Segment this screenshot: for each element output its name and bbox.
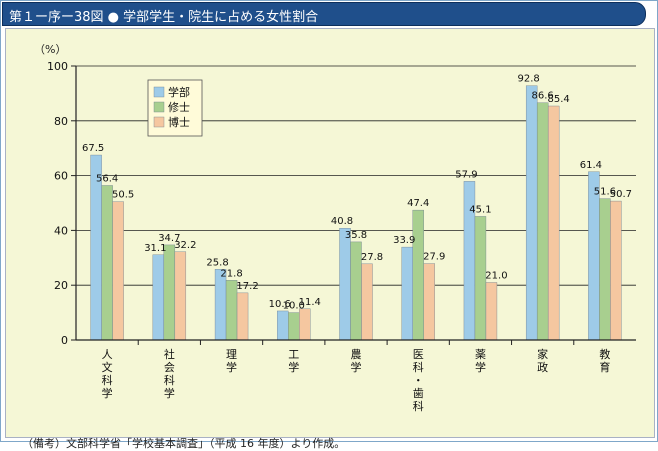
y-tick-label: 20 (54, 279, 68, 292)
category-label: 工学 (288, 348, 299, 374)
category-label: 家政 (537, 347, 548, 374)
y-tick-label: 80 (54, 115, 68, 128)
bar-博士-家政 (547, 105, 560, 341)
data-label: 35.8 (345, 230, 367, 241)
category-label: 農学 (351, 347, 362, 374)
bar-博士-教育 (610, 200, 622, 341)
bar-学部-社会科学 (152, 254, 165, 341)
legend-entry: 博士 (168, 116, 190, 129)
category-label: 社会科学 (164, 347, 175, 400)
y-axis-unit-label: （%） (34, 43, 66, 56)
data-label: 85.4 (548, 94, 570, 105)
data-label: 86.6 (532, 91, 554, 102)
data-label: 57.9 (455, 169, 477, 180)
data-label: 50.5 (112, 190, 134, 201)
category-label: 人文科学 (102, 348, 113, 400)
bar-博士-理学 (236, 292, 249, 341)
data-label: 47.4 (407, 198, 429, 209)
data-label: 21.8 (220, 268, 242, 279)
bar-学部-農学 (339, 228, 351, 341)
y-tick-label: 60 (54, 170, 68, 183)
bar-修士-薬学 (474, 216, 487, 341)
data-label: 40.8 (331, 216, 353, 227)
bar-学部-医科・歯科 (401, 246, 413, 341)
data-label: 56.4 (96, 173, 118, 184)
data-label: 31.1 (144, 243, 166, 254)
bar-学部-工学 (277, 310, 289, 341)
category-label: 教育 (599, 348, 610, 374)
figure-title: 第１ー序ー38図 ● 学部学生・院生に占める女性割合 (9, 10, 319, 25)
legend-swatch (153, 86, 165, 98)
data-label: 27.8 (361, 252, 383, 263)
bar-修士-人文科学 (101, 185, 113, 341)
legend-entry: 学部 (168, 85, 190, 99)
data-label: 17.2 (236, 281, 258, 292)
bar-博士-薬学 (485, 282, 498, 341)
category-label: 理学 (226, 348, 237, 374)
category-label: 医科・歯科 (413, 348, 424, 413)
bar-修士-医科・歯科 (412, 209, 424, 341)
y-tick-label: 40 (54, 224, 68, 237)
y-tick-label: 100 (47, 60, 68, 73)
bar-修士-工学 (288, 312, 300, 341)
data-label: 32.2 (174, 240, 196, 251)
legend-swatch (153, 116, 165, 128)
bar-学部-理学 (214, 269, 227, 341)
category-labels: 人文科学 社会科学 理学 工学 農学 医科・歯科 薬学 家政 教育 (102, 347, 611, 413)
bar-博士-工学 (299, 308, 311, 341)
bar-博士-医科・歯科 (423, 263, 435, 341)
bars (90, 85, 622, 341)
legend-entry: 修士 (168, 100, 190, 114)
bar-博士-社会科学 (174, 251, 187, 341)
chart-panel: （%） 0 20 40 60 80 100 67.5 56.4 50.5 31.1 34.7 32.… (5, 28, 655, 450)
data-label: 51.6 (594, 187, 616, 198)
data-label: 45.1 (469, 204, 491, 215)
y-tick-labels: 0 20 40 60 80 100 (47, 60, 68, 347)
data-label: 92.8 (518, 74, 540, 85)
data-label: 25.8 (206, 257, 228, 268)
title-bar: 第１ー序ー38図 ● 学部学生・院生に占める女性割合 (2, 2, 646, 26)
data-label: 21.0 (485, 270, 507, 281)
data-labels: 67.5 56.4 50.5 31.134.732.2 25.821.8 17.2 10.6… (82, 74, 632, 312)
data-label: 34.7 (158, 233, 180, 244)
data-label: 11.4 (299, 297, 321, 308)
data-label: 61.4 (580, 160, 602, 171)
bar-修士-教育 (599, 198, 611, 341)
data-label: 10.0 (283, 301, 305, 312)
bar-修士-家政 (536, 102, 549, 341)
data-label: 33.9 (393, 235, 415, 246)
y-tick-label: 0 (61, 334, 68, 347)
data-label: 67.5 (82, 143, 104, 154)
bar-修士-理学 (225, 280, 238, 341)
bar-修士-農学 (350, 241, 362, 341)
bar-修士-社会科学 (163, 244, 176, 341)
legend-swatch (153, 101, 165, 113)
data-label: 10.6 (269, 299, 291, 310)
bar-学部-家政 (525, 85, 538, 341)
data-label: 27.9 (423, 252, 445, 263)
category-label: 薬学 (475, 348, 486, 374)
bar-博士-農学 (361, 263, 373, 341)
axes (71, 65, 636, 345)
bar-chart: （%） 0 20 40 60 80 100 67.5 56.4 50.5 31.134.732.… (34, 43, 636, 413)
bar-博士-人文科学 (112, 201, 124, 341)
footnote: （備考）文部科学省「学校基本調査」（平成 16 年度）より作成。 (22, 437, 346, 450)
data-label: 50.7 (610, 189, 632, 200)
